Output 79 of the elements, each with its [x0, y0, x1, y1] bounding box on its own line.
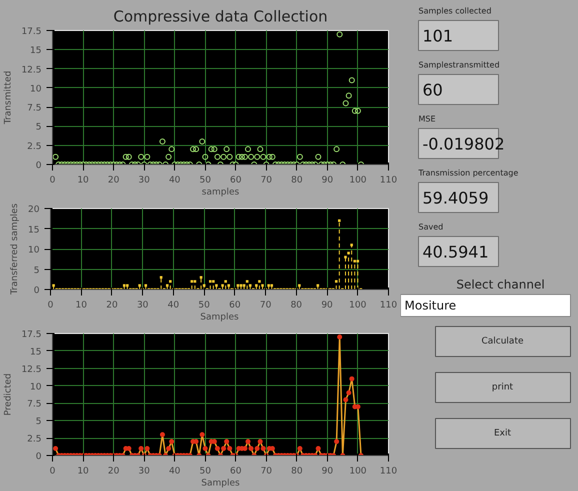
x-tick-label: 30 [138, 466, 150, 476]
x-tick-label: 110 [380, 300, 398, 310]
x-tick-label: 20 [108, 466, 120, 476]
x-tick-label: 0 [50, 176, 56, 186]
y-tick-label: 12.5 [21, 65, 42, 76]
y-tick-label: 12.5 [21, 364, 42, 375]
text: print [492, 382, 514, 392]
text: Mositure [404, 298, 456, 312]
x-tick-label: 10 [77, 466, 90, 476]
x-tick-label: 60 [230, 176, 242, 186]
x-tick-label: 0 [50, 466, 56, 476]
x-tick-label: 70 [260, 466, 272, 476]
y-tick-label: 0 [34, 286, 40, 296]
x-tick-label: 110 [380, 466, 398, 476]
y-tick-label: 0 [36, 452, 42, 462]
x-tick-label: 30 [136, 300, 149, 310]
x-tick-label: 70 [260, 176, 272, 186]
x-tick-label: 90 [322, 176, 334, 186]
text: Exit [494, 428, 512, 438]
y-tick-label: 7.5 [27, 400, 42, 410]
x-tick-label: 30 [138, 176, 150, 186]
x-tick-label: 100 [349, 300, 367, 310]
x-tick-label: 40 [168, 466, 181, 476]
y-tick-label: 15 [30, 46, 42, 56]
x-tick-label: 60 [230, 466, 242, 476]
x-tick-label: 80 [290, 300, 302, 310]
y-tick-label: 7.5 [27, 104, 42, 114]
text: Saved [418, 222, 444, 232]
x-tick-label: 50 [200, 466, 212, 476]
y-tick-label: 15 [28, 225, 40, 236]
y-tick-label: 20 [28, 205, 40, 215]
x-tick-label: 100 [349, 176, 367, 186]
text: Samplestransmitted [418, 60, 500, 70]
x-tick-label: 50 [200, 176, 212, 186]
text: 60 [422, 80, 443, 100]
y-tick-label: 17.5 [21, 27, 42, 37]
x-tick-label: 50 [198, 300, 210, 310]
x-tick-label: 0 [48, 300, 54, 310]
text: 59.4059 [422, 188, 489, 208]
y-tick-label: 10 [28, 246, 40, 256]
y-tick-label: 0 [36, 161, 42, 171]
x-tick-label: 40 [168, 176, 181, 186]
text: 40.5941 [422, 242, 489, 262]
x-tick-label: 110 [380, 176, 398, 186]
x-tick-label: 40 [168, 300, 180, 310]
y-tick-label: 2.5 [27, 142, 42, 152]
chart-title: Compressive data Collection [113, 8, 328, 26]
y-tick-label: 10 [30, 382, 42, 392]
x-tick-label: 80 [291, 176, 303, 186]
x-tick-label: 20 [106, 300, 118, 310]
x-tick-label: 20 [108, 176, 120, 186]
x-tick-label: 60 [229, 300, 241, 310]
text: Transmission percentage [418, 168, 518, 178]
x-tick-label: 90 [322, 466, 334, 476]
x-tick-label: 70 [260, 300, 272, 310]
y-axis-title: Transferred samples [10, 203, 20, 296]
text: Calculate [481, 336, 524, 346]
y-tick-label: 5 [34, 266, 40, 276]
y-tick-label: 15 [30, 347, 42, 358]
x-axis-title: samples [202, 188, 240, 198]
x-tick-label: 100 [349, 466, 367, 476]
text: MSE [418, 114, 436, 124]
y-tick-label: 2.5 [27, 434, 42, 445]
x-tick-label: 80 [291, 466, 303, 476]
y-tick-label: 10 [30, 84, 42, 94]
y-axis-title: Transmitted [3, 70, 14, 126]
y-tick-label: 17.5 [21, 330, 42, 340]
text: Select channel [456, 278, 545, 292]
y-tick-label: 5 [36, 122, 42, 133]
x-tick-label: 10 [76, 300, 88, 310]
x-tick-label: 10 [77, 176, 90, 186]
x-tick-label: 90 [321, 300, 334, 310]
x-axis-title: Samples [201, 478, 240, 488]
y-tick-label: 5 [36, 417, 42, 428]
text: -0.019802 [422, 134, 505, 154]
y-axis-title: Predicted [3, 373, 14, 416]
text: 101 [422, 26, 454, 46]
x-axis-title: Samples [200, 312, 240, 322]
text: Samples collected [418, 6, 492, 16]
